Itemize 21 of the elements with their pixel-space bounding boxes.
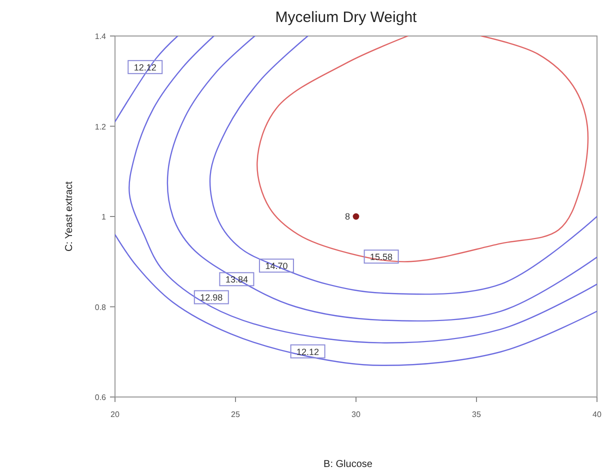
annotation: 8 xyxy=(344,212,350,222)
annotation: 12.12 xyxy=(296,346,320,357)
x-tick-label: 20 xyxy=(110,410,120,419)
x-tick-label: 30 xyxy=(352,410,361,419)
x-tick-label: 35 xyxy=(472,410,482,419)
annotation: 12.98 xyxy=(200,292,223,303)
y-tick-label: 1.2 xyxy=(94,122,107,132)
line-series xyxy=(115,234,597,366)
chart-title: Mycelium Dry Weight xyxy=(275,9,418,26)
y-tick-label: 0.6 xyxy=(94,393,107,402)
y-axis-title: C: Yeast extract xyxy=(64,181,75,252)
line-series xyxy=(256,36,589,262)
x-axis-title: B: Glucose xyxy=(324,459,373,470)
annotation: 15.58 xyxy=(370,252,393,262)
x-tick-label: 25 xyxy=(231,410,240,419)
y-tick-label: 0.8 xyxy=(94,302,107,312)
x-tick-label: 40 xyxy=(592,410,602,419)
line-series xyxy=(209,36,597,295)
y-tick-label: 1 xyxy=(102,212,107,222)
point xyxy=(352,213,360,220)
y-tick-label: 1.4 xyxy=(94,32,107,41)
